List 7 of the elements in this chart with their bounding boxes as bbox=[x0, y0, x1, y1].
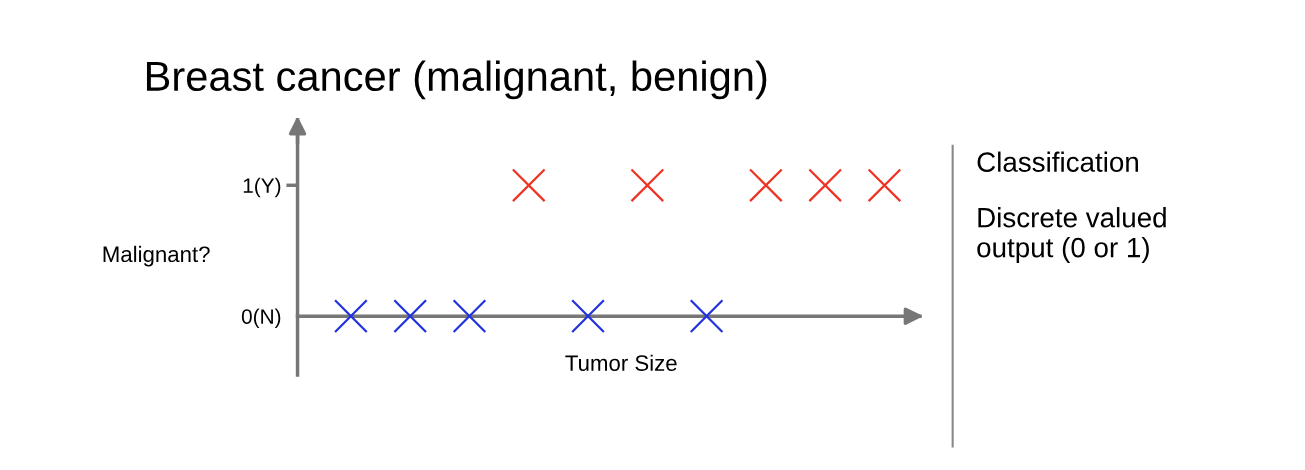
chart-title: Breast cancer (malignant, benign) bbox=[146, 60, 767, 100]
y-tick-label: 1(Y) bbox=[243, 177, 281, 198]
y-axis-title: Malignant? bbox=[103, 245, 210, 267]
y-tick-label: 0(N) bbox=[241, 308, 281, 329]
x-axis-title: Tumor Size bbox=[565, 354, 677, 371]
text: Discrete valued output (0 or 1) bbox=[977, 207, 1166, 263]
text: Classification bbox=[977, 151, 1138, 172]
